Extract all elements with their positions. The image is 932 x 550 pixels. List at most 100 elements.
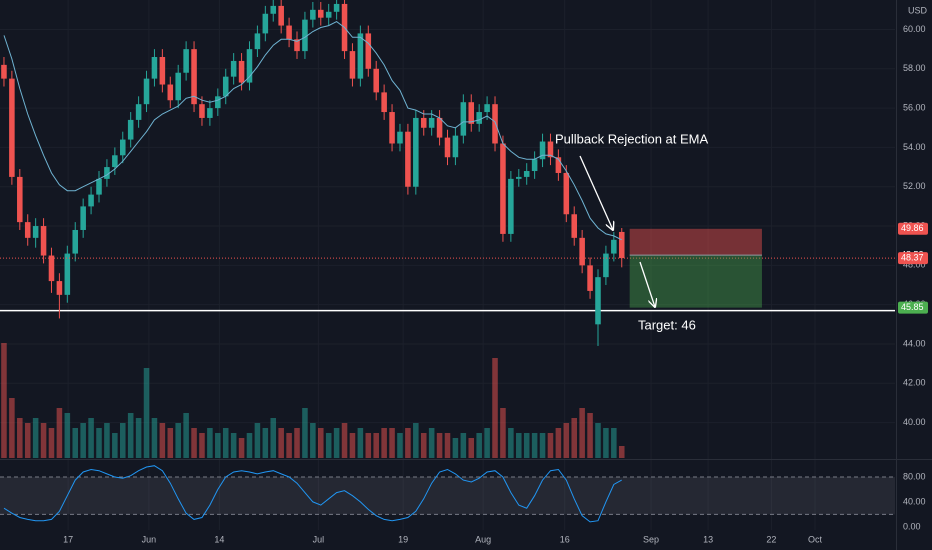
candle-body [476, 112, 482, 124]
candle-body [325, 11, 332, 18]
volume-bar [611, 428, 617, 458]
candle-body [183, 49, 189, 73]
candle-body [571, 214, 577, 238]
volume-bar [286, 433, 292, 458]
candle-body [40, 226, 47, 256]
candle-body [618, 231, 625, 259]
volume-bar [325, 433, 332, 458]
osc-tick-label: 0.00 [903, 521, 921, 531]
y-tick-label: 40.00 [903, 417, 926, 427]
volume-bar [428, 428, 435, 458]
volume-bar [460, 433, 467, 458]
candle-body [516, 176, 522, 179]
volume-bar [175, 423, 181, 458]
candle-body [539, 141, 546, 160]
candle-body [611, 239, 617, 254]
candle-body [397, 131, 403, 144]
candle-body [310, 9, 316, 20]
x-tick-label: Jul [313, 534, 325, 544]
candle-body [175, 72, 181, 101]
candle-body [587, 265, 593, 291]
volume-bar [112, 433, 118, 458]
volume-bar [302, 408, 308, 458]
volume-bar [104, 423, 110, 458]
candle-body [508, 178, 514, 234]
y-tick-label: 56.00 [903, 102, 926, 112]
candle-body [500, 143, 506, 234]
volume-bar [88, 418, 94, 458]
candle-body [17, 176, 23, 223]
y-tick-label: 58.00 [903, 63, 926, 73]
candle-body [428, 117, 435, 128]
candle-body [270, 5, 277, 14]
candle-body [254, 33, 261, 50]
candle-body [215, 96, 221, 109]
volume-bar [143, 368, 150, 458]
candle-body [452, 135, 459, 158]
candle-body [603, 253, 609, 278]
candle-body [167, 84, 174, 101]
volume-bar [452, 438, 459, 458]
candle-body [64, 253, 71, 295]
volume-bar [508, 428, 514, 458]
x-tick-label: Oct [808, 534, 823, 544]
x-tick-label: Sep [643, 534, 659, 544]
candle-body [595, 277, 601, 325]
volume-bar [618, 446, 625, 458]
volume-bar [357, 428, 364, 458]
annotation-arrow [639, 261, 655, 307]
candle-body [523, 171, 530, 177]
candle-body [389, 112, 395, 144]
candle-body [492, 104, 498, 144]
volume-bar [563, 423, 570, 458]
volume-bar [80, 423, 86, 458]
volume-bar [523, 433, 530, 458]
candle-body [460, 102, 467, 136]
volume-bar [40, 423, 47, 458]
y-tick-label: 52.00 [903, 181, 926, 191]
osc-tick-label: 80.00 [903, 471, 926, 481]
volume-bar [183, 413, 189, 458]
volume-bar [397, 433, 403, 458]
volume-bar [230, 433, 237, 458]
volume-bar [56, 408, 63, 458]
candle-body [159, 57, 166, 85]
candle-body [230, 60, 237, 77]
volume-bar [500, 408, 506, 458]
y-tick-label: 54.00 [903, 142, 926, 152]
candle-body [579, 237, 585, 266]
volume-bar [333, 428, 340, 458]
candle-body [88, 194, 94, 207]
candle-body [127, 119, 134, 140]
annotation: Pullback Rejection at EMA [555, 131, 709, 146]
candle-body [381, 92, 387, 113]
volume-bar [246, 433, 253, 458]
volume-bar [547, 433, 554, 458]
candle-body [135, 104, 142, 120]
target-zone [629, 255, 762, 308]
candle-body [373, 68, 379, 93]
volume-bar [262, 428, 269, 458]
volume-bar [48, 428, 55, 458]
candle-body [302, 19, 308, 52]
volume-bar [32, 418, 39, 458]
y-tick-label: 60.00 [903, 24, 926, 34]
price-label: 48.37 [901, 252, 924, 262]
volume-bar [135, 418, 142, 458]
volume-bar [603, 428, 609, 458]
osc-band [0, 476, 895, 515]
volume-bar [254, 423, 261, 458]
volume-bar [127, 413, 134, 458]
volume-bar [278, 428, 284, 458]
volume-bar [595, 423, 601, 458]
candle-body [104, 167, 110, 179]
x-tick-label: 17 [63, 534, 73, 544]
x-tick-label: Jun [142, 534, 157, 544]
candle-body [278, 5, 284, 26]
volume-bar [468, 438, 475, 458]
candle-body [56, 281, 63, 295]
price-pane [0, 0, 895, 458]
candle-body [286, 25, 292, 40]
volume-bar [365, 433, 372, 458]
